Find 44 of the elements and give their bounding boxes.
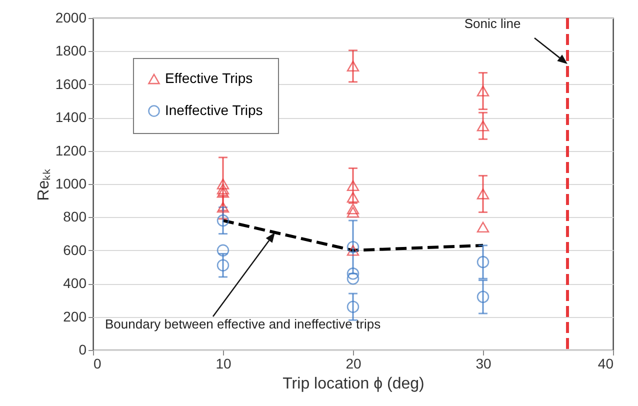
annotation: Boundary between effective and ineffective trips bbox=[105, 316, 382, 332]
point bbox=[346, 60, 360, 72]
x-tick-label: 40 bbox=[598, 356, 614, 372]
y-tick-label: 1200 bbox=[55, 142, 87, 158]
point bbox=[346, 268, 360, 280]
point bbox=[346, 300, 360, 313]
point bbox=[346, 240, 360, 254]
point bbox=[216, 184, 230, 194]
y-tick-label: 1600 bbox=[55, 76, 87, 92]
point bbox=[346, 204, 360, 214]
point bbox=[476, 188, 490, 200]
y-tick-label: 800 bbox=[63, 208, 87, 225]
y-tick-label: 1800 bbox=[55, 42, 87, 59]
point bbox=[216, 202, 230, 213]
point bbox=[476, 86, 490, 96]
y-tick-label: 1000 bbox=[55, 176, 87, 192]
point bbox=[216, 244, 230, 257]
point bbox=[216, 259, 230, 272]
y-tick-label: 0 bbox=[78, 342, 87, 358]
legend-label: Effective Trips bbox=[165, 70, 253, 86]
x-tick-label: 10 bbox=[216, 356, 232, 372]
x-tick-label: 20 bbox=[346, 356, 362, 372]
x-tick-label: 0 bbox=[94, 356, 102, 372]
y-tick-label: 1400 bbox=[55, 109, 87, 126]
point bbox=[346, 206, 360, 218]
point bbox=[346, 180, 360, 192]
x-axis-title: Trip location ϕ (deg) bbox=[282, 376, 424, 392]
point bbox=[476, 120, 490, 132]
annotation: Sonic line bbox=[464, 16, 521, 31]
point bbox=[476, 222, 490, 233]
point bbox=[476, 290, 490, 303]
point bbox=[476, 256, 490, 268]
point bbox=[216, 214, 230, 227]
y-axis-title: Reₖₖ bbox=[35, 168, 52, 201]
y-tick-label: 400 bbox=[63, 275, 87, 292]
y-tick-label: 2000 bbox=[55, 10, 87, 26]
y-tick-label: 200 bbox=[63, 308, 87, 324]
x-tick-label: 30 bbox=[476, 356, 492, 372]
point bbox=[346, 245, 360, 256]
y-tick-label: 600 bbox=[63, 242, 87, 258]
point bbox=[346, 192, 360, 203]
point bbox=[216, 178, 230, 190]
legend-label: Ineffective Trips bbox=[165, 102, 263, 118]
point bbox=[216, 186, 230, 198]
